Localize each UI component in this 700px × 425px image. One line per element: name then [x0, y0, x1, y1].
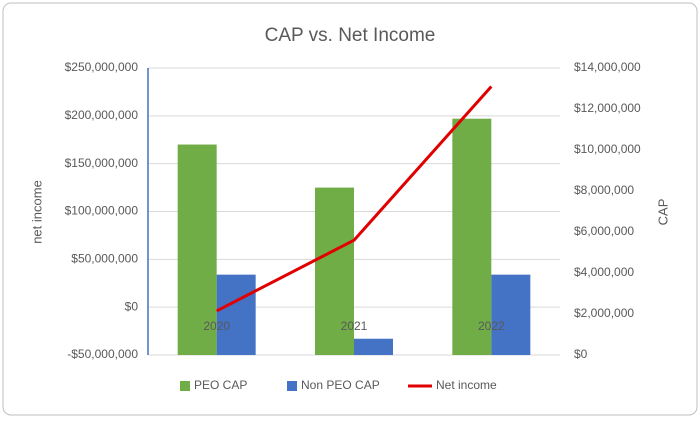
y2-tick-label: $10,000,000 [574, 142, 641, 156]
y-tick-label: $200,000,000 [65, 108, 139, 122]
bar [315, 187, 354, 355]
y-tick-label: $150,000,000 [65, 156, 139, 170]
legend-label: PEO CAP [194, 378, 247, 392]
x-tick-label: 2021 [341, 319, 368, 333]
chart-title: CAP vs. Net Income [265, 25, 436, 46]
y2-tick-label: $14,000,000 [574, 60, 641, 74]
x-tick-label: 2022 [478, 319, 505, 333]
y2-tick-label: $2,000,000 [574, 306, 634, 320]
x-tick-label: 2020 [203, 319, 230, 333]
bar [491, 274, 531, 355]
y2-tick-label: $6,000,000 [574, 224, 634, 238]
y2-tick-label: $4,000,000 [574, 265, 634, 279]
legend-label: Non PEO CAP [301, 378, 380, 392]
y-axis-label: net income [29, 180, 44, 244]
legend-swatch [287, 381, 297, 391]
y2-tick-label: $12,000,000 [574, 101, 641, 115]
y2-axis-label: CAP [655, 199, 670, 226]
line-series [215, 85, 493, 313]
bar [452, 118, 492, 355]
bar [354, 338, 393, 355]
bar [177, 144, 217, 355]
legend-swatch [180, 381, 190, 391]
y2-tick-label: $0 [574, 347, 588, 361]
y-tick-label: $250,000,000 [65, 60, 139, 74]
y2-tick-label: $8,000,000 [574, 183, 634, 197]
y-tick-label: $0 [125, 299, 139, 313]
y-tick-label: $100,000,000 [65, 204, 139, 218]
y-tick-label: -$50,000,000 [67, 347, 138, 361]
bar [216, 274, 256, 355]
y-tick-label: $50,000,000 [71, 252, 138, 266]
legend-label: Net income [436, 378, 497, 392]
